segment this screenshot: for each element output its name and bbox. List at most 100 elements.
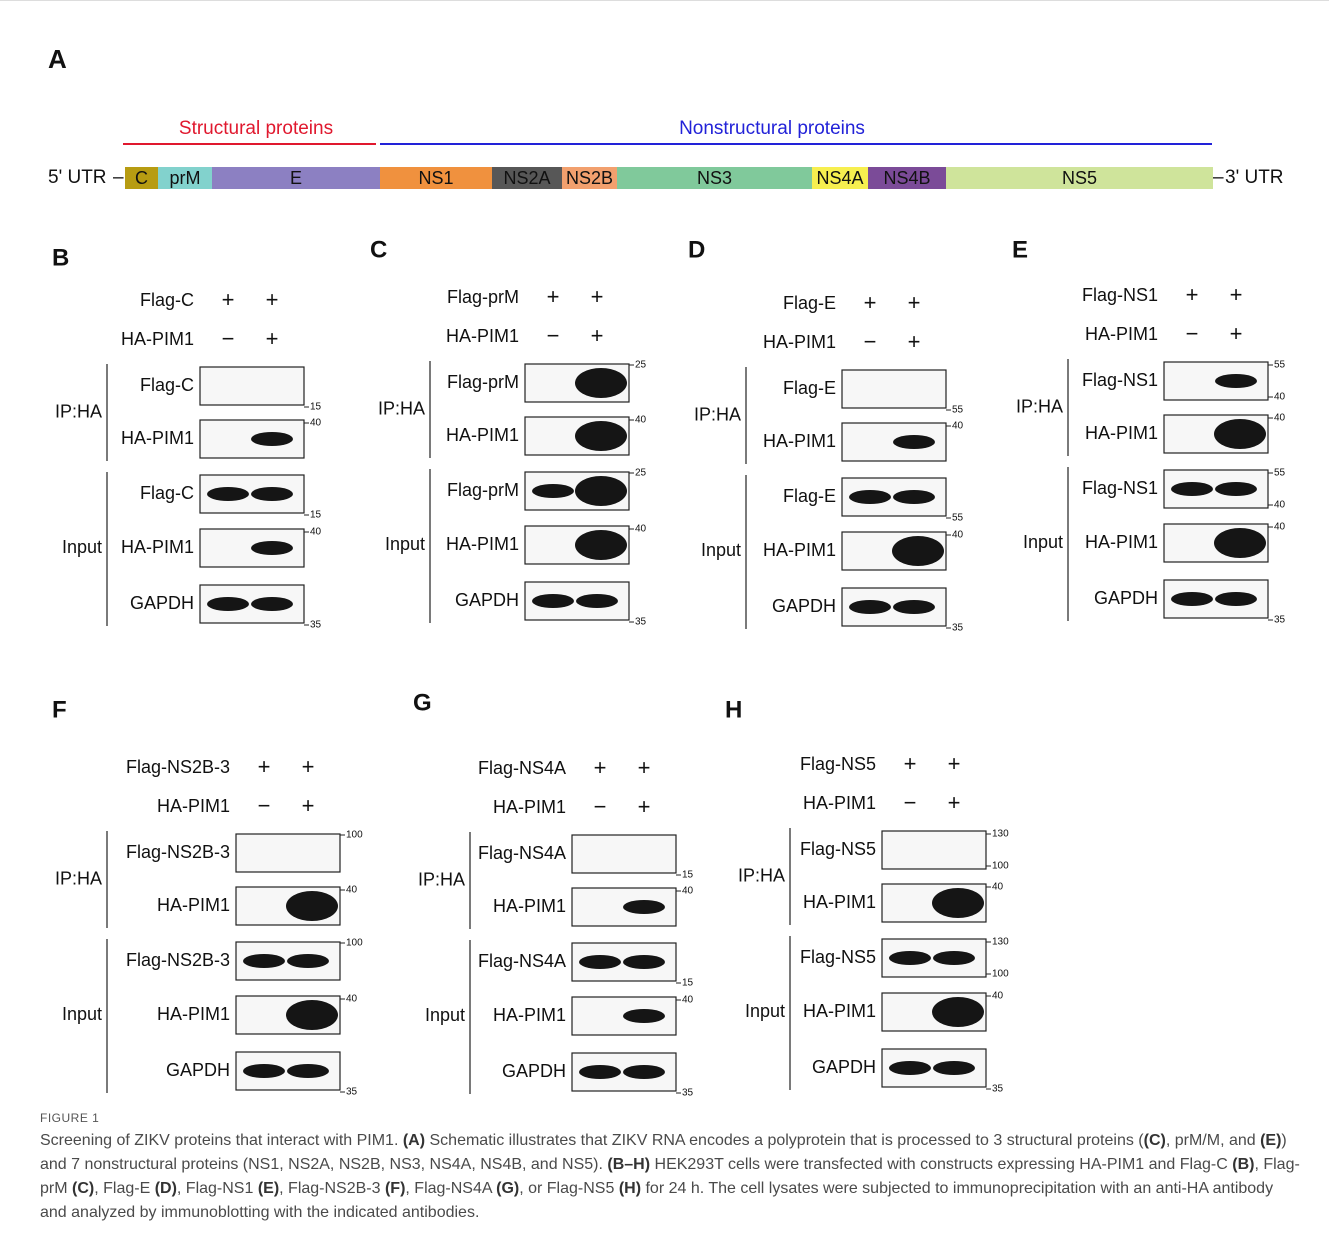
- segment-label: NS1: [418, 168, 453, 188]
- blot-label: Flag-NS2B-3: [126, 842, 230, 862]
- marker-label: 40: [635, 415, 647, 426]
- marker-label: 35: [310, 620, 322, 631]
- group-label: IP:HA: [1016, 396, 1063, 416]
- caption-run: (C): [1144, 1132, 1166, 1149]
- bait-label: Flag-NS2B-3: [126, 757, 230, 777]
- blot-label: GAPDH: [1094, 588, 1158, 608]
- caption-run: HEK293T cells were transfected with cons…: [650, 1156, 1232, 1173]
- marker-label: 100: [992, 861, 1009, 872]
- band: [287, 954, 329, 968]
- blot-label: Flag-NS5: [800, 839, 876, 859]
- nonstructural-label: Nonstructural proteins: [679, 118, 865, 139]
- caption-run: , Flag-NS4A: [405, 1180, 496, 1197]
- marker-label: 40: [1274, 522, 1286, 533]
- marker-label: 35: [1274, 615, 1286, 626]
- blot-label: HA-PIM1: [803, 1001, 876, 1021]
- sign: +: [864, 290, 877, 315]
- panel-letter: E: [1012, 236, 1028, 263]
- sign: +: [948, 751, 961, 776]
- marker-label: 40: [1274, 413, 1286, 424]
- marker-label: 15: [682, 978, 694, 989]
- band: [286, 1000, 338, 1030]
- blot-box: [200, 367, 304, 405]
- blot-panel: DFlag-EHA-PIM1+−++IP:HAInputFlag-E55HA-P…: [688, 236, 964, 633]
- blot-label: HA-PIM1: [446, 534, 519, 554]
- prey-label: HA-PIM1: [121, 329, 194, 349]
- band: [575, 476, 627, 506]
- segment-label: NS4B: [883, 168, 930, 188]
- band: [251, 541, 293, 555]
- sign: +: [266, 287, 279, 312]
- segment-label: NS5: [1062, 168, 1097, 188]
- band: [889, 951, 931, 965]
- band: [1214, 528, 1266, 558]
- marker-label: 15: [310, 510, 322, 521]
- band: [1215, 374, 1257, 388]
- band: [849, 490, 891, 504]
- blot-label: HA-PIM1: [763, 431, 836, 451]
- marker-label: 40: [635, 524, 647, 535]
- caption-run: (B): [1232, 1156, 1254, 1173]
- sign: −: [547, 323, 560, 348]
- band: [623, 955, 665, 969]
- prey-label: HA-PIM1: [157, 796, 230, 816]
- marker-label: 40: [992, 991, 1004, 1002]
- blot-label: HA-PIM1: [803, 892, 876, 912]
- band: [1215, 592, 1257, 606]
- sign: +: [222, 287, 235, 312]
- band: [243, 1064, 285, 1078]
- caption-run: (G): [496, 1180, 519, 1197]
- sign: +: [904, 751, 917, 776]
- blot-label: Flag-prM: [447, 372, 519, 392]
- marker-label: 35: [346, 1087, 358, 1098]
- blot-panel: FFlag-NS2B-3HA-PIM1+−++IP:HAInputFlag-NS…: [52, 696, 363, 1097]
- bait-label: Flag-NS1: [1082, 285, 1158, 305]
- marker-label: 40: [1274, 500, 1286, 511]
- blot-label: Flag-C: [140, 375, 194, 395]
- sign: +: [302, 754, 315, 779]
- sign: +: [266, 326, 279, 351]
- marker-label: 25: [635, 468, 647, 479]
- blot-panel: BFlag-CHA-PIM1+−++IP:HAInputFlag-C15HA-P…: [52, 244, 322, 630]
- blot-label: Flag-NS1: [1082, 370, 1158, 390]
- caption-run: (B–H): [607, 1156, 650, 1173]
- sign: +: [594, 755, 607, 780]
- band: [932, 997, 984, 1027]
- segment-label: NS2A: [503, 168, 550, 188]
- blot-label: HA-PIM1: [157, 895, 230, 915]
- band: [892, 536, 944, 566]
- sign: +: [908, 290, 921, 315]
- panel-letter: G: [413, 689, 432, 716]
- marker-label: 35: [635, 617, 647, 628]
- blot-label: Flag-E: [783, 378, 836, 398]
- group-label: Input: [1023, 532, 1063, 552]
- blot-panel: CFlag-prMHA-PIM1+−++IP:HAInputFlag-prM25…: [370, 236, 647, 627]
- utr-label: 5' UTR: [48, 167, 107, 188]
- marker-label: 40: [310, 527, 322, 538]
- blot-label: Flag-NS4A: [478, 951, 566, 971]
- marker-label: 40: [952, 421, 964, 432]
- marker-label: 55: [1274, 360, 1286, 371]
- marker-label: 15: [682, 870, 694, 881]
- sign: +: [302, 793, 315, 818]
- blot-label: Flag-C: [140, 483, 194, 503]
- blot-label: GAPDH: [502, 1061, 566, 1081]
- bait-label: Flag-NS4A: [478, 758, 566, 778]
- panel-letter: C: [370, 236, 387, 263]
- figure-label: FIGURE 1: [40, 1111, 1302, 1125]
- blot-label: GAPDH: [772, 596, 836, 616]
- segment-label: C: [135, 168, 148, 188]
- caption-body: Screening of ZIKV proteins that interact…: [40, 1129, 1302, 1225]
- caption: FIGURE 1 Screening of ZIKV proteins that…: [40, 1111, 1302, 1225]
- sign: +: [547, 284, 560, 309]
- blot-label: GAPDH: [166, 1060, 230, 1080]
- sign: +: [1186, 282, 1199, 307]
- segment-label: prM: [170, 168, 201, 188]
- blot-box: [882, 831, 986, 869]
- band: [1171, 482, 1213, 496]
- blot-label: Flag-E: [783, 486, 836, 506]
- band: [893, 600, 935, 614]
- sign: +: [948, 790, 961, 815]
- panel-letter: D: [688, 236, 705, 263]
